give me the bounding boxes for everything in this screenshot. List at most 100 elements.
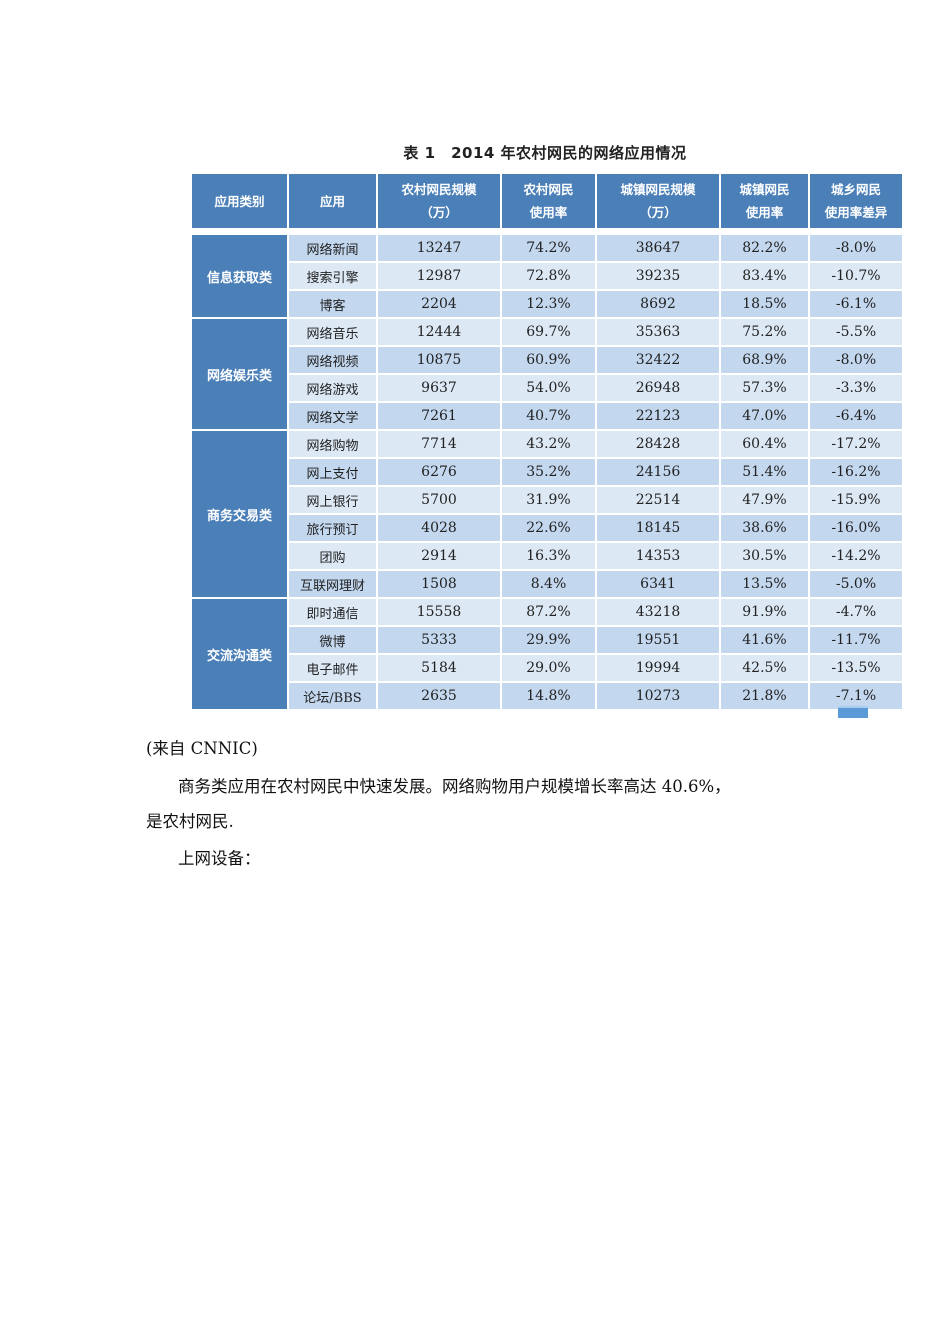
table-row: 网络视频 10875 60.9% 32422 68.9% -8.0% [191, 345, 904, 375]
rural-rate-cell: 87.2% [500, 597, 597, 627]
table-row: 互联网理财 1508 8.4% 6341 13.5% -5.0% [191, 569, 904, 599]
rate-difference-cell: -8.0% [808, 345, 904, 375]
table-row: 搜索引擎 12987 72.8% 39235 83.4% -10.7% [191, 261, 904, 291]
urban-scale-cell: 18145 [595, 513, 721, 543]
table-row: 团购 2914 16.3% 14353 30.5% -14.2% [191, 541, 904, 571]
rate-difference-cell: -13.5% [808, 653, 904, 683]
rural-scale-cell: 10875 [376, 345, 502, 375]
rate-difference-cell: -8.0% [808, 233, 904, 263]
rural-rate-cell: 60.9% [500, 345, 597, 375]
urban-scale-cell: 22514 [595, 485, 721, 515]
table-row: 信息获取类 网络新闻 13247 74.2% 38647 82.2% -8.0% [190, 233, 904, 319]
table-row: 微博 5333 29.9% 19551 41.6% -11.7% [191, 625, 904, 655]
header-rural-rate: 农村网民 使用率 [500, 172, 597, 230]
table-header-row: 应用类别 应用 农村网民规模 （万） 农村网民 使用率 城镇网民规模 （万） 城镇网民… [190, 172, 904, 230]
rural-scale-cell: 2914 [376, 541, 502, 571]
rural-scale-cell: 9637 [376, 373, 502, 403]
header-application: 应用 [287, 172, 378, 230]
app-name-cell: 网络新闻 [287, 233, 378, 263]
table-row: 交流沟通类 即时通信 15558 87.2% 43218 91.9% -4.7% [190, 597, 904, 711]
rate-difference-cell: -15.9% [808, 485, 904, 515]
urban-scale-cell: 14353 [595, 541, 721, 571]
rate-difference-cell: -4.7% [808, 597, 904, 627]
app-name-cell: 论坛/BBS [287, 681, 378, 711]
urban-scale-cell: 43218 [595, 597, 721, 627]
table-row: 网络娱乐类 网络音乐 12444 69.7% 35363 75.2% -5.5% [190, 317, 904, 431]
rate-difference-cell: -16.2% [808, 457, 904, 487]
category-cell: 信息获取类 [190, 233, 289, 319]
urban-rate-cell: 83.4% [719, 261, 810, 291]
urban-rate-cell: 21.8% [719, 681, 810, 711]
app-name-cell: 网络文学 [287, 401, 378, 431]
rate-difference-cell: -16.0% [808, 513, 904, 543]
urban-rate-cell: 38.6% [719, 513, 810, 543]
rural-scale-cell: 1508 [376, 569, 502, 599]
rural-rate-cell: 16.3% [500, 541, 597, 571]
urban-rate-cell: 82.2% [719, 233, 810, 263]
urban-rate-cell: 13.5% [719, 569, 810, 599]
rural-rate-cell: 72.8% [500, 261, 597, 291]
app-name-cell: 互联网理财 [287, 569, 378, 599]
table-row: 网络游戏 9637 54.0% 26948 57.3% -3.3% [191, 373, 904, 403]
rural-scale-cell: 12444 [376, 317, 502, 347]
category-cell: 商务交易类 [190, 429, 289, 599]
app-name-cell: 网络音乐 [287, 317, 378, 347]
urban-rate-cell: 60.4% [719, 429, 810, 459]
table-caption: 表 1 2014 年农村网民的网络应用情况 [403, 144, 687, 162]
table-row: 商务交易类 网络购物 7714 43.2% 28428 60.4% -17.2% [190, 429, 904, 599]
table-row: 网上银行 5700 31.9% 22514 47.9% -15.9% [191, 485, 904, 515]
urban-scale-cell: 24156 [595, 457, 721, 487]
urban-scale-cell: 8692 [595, 289, 721, 319]
urban-rate-cell: 68.9% [719, 345, 810, 375]
paragraph-ecommerce: 商务类应用在农村网民中快速发展。网络购物用户规模增长率高达 40.6%， [178, 777, 731, 796]
app-name-cell: 网上银行 [287, 485, 378, 515]
urban-scale-cell: 38647 [595, 233, 721, 263]
rural-rate-cell: 40.7% [500, 401, 597, 431]
rate-difference-cell: -5.0% [808, 569, 904, 599]
rural-scale-cell: 5333 [376, 625, 502, 655]
rural-scale-cell: 5700 [376, 485, 502, 515]
app-name-cell: 旅行预订 [287, 513, 378, 543]
urban-scale-cell: 6341 [595, 569, 721, 599]
table-row: 论坛/BBS 2635 14.8% 10273 21.8% -7.1% [191, 681, 904, 711]
urban-scale-cell: 10273 [595, 681, 721, 711]
app-name-cell: 微博 [287, 625, 378, 655]
urban-scale-cell: 26948 [595, 373, 721, 403]
rate-difference-cell: -6.1% [808, 289, 904, 319]
rural-scale-cell: 12987 [376, 261, 502, 291]
urban-rate-cell: 41.6% [719, 625, 810, 655]
table-row: 旅行预订 4028 22.6% 18145 38.6% -16.0% [191, 513, 904, 543]
rural-rate-cell: 14.8% [500, 681, 597, 711]
rural-scale-cell: 15558 [376, 597, 502, 627]
rural-scale-cell: 7261 [376, 401, 502, 431]
table-row: 网上支付 6276 35.2% 24156 51.4% -16.2% [191, 457, 904, 487]
app-name-cell: 即时通信 [287, 597, 378, 627]
table-body: 信息获取类 网络新闻 13247 74.2% 38647 82.2% -8.0% 搜索引擎 12… [190, 233, 904, 711]
rural-rate-cell: 54.0% [500, 373, 597, 403]
paragraph-devices-heading: 上网设备： [178, 849, 261, 868]
urban-scale-cell: 32422 [595, 345, 721, 375]
urban-rate-cell: 42.5% [719, 653, 810, 683]
urban-rate-cell: 51.4% [719, 457, 810, 487]
rate-difference-cell: -14.2% [808, 541, 904, 571]
urban-scale-cell: 22123 [595, 401, 721, 431]
header-urban-scale: 城镇网民规模 （万） [595, 172, 721, 230]
rural-rate-cell: 29.9% [500, 625, 597, 655]
rate-difference-cell: -11.7% [808, 625, 904, 655]
app-name-cell: 搜索引擎 [287, 261, 378, 291]
header-rate-difference: 城乡网民 使用率差异 [808, 172, 904, 230]
urban-rate-cell: 47.9% [719, 485, 810, 515]
rural-scale-cell: 5184 [376, 653, 502, 683]
urban-scale-cell: 35363 [595, 317, 721, 347]
category-cell: 交流沟通类 [190, 597, 289, 711]
app-name-cell: 网络游戏 [287, 373, 378, 403]
urban-rate-cell: 57.3% [719, 373, 810, 403]
rural-rate-cell: 43.2% [500, 429, 597, 459]
rate-difference-cell: -3.3% [808, 373, 904, 403]
rural-rate-cell: 8.4% [500, 569, 597, 599]
app-name-cell: 电子邮件 [287, 653, 378, 683]
rural-scale-cell: 7714 [376, 429, 502, 459]
rate-difference-cell: -6.4% [808, 401, 904, 431]
rural-rate-cell: 35.2% [500, 457, 597, 487]
